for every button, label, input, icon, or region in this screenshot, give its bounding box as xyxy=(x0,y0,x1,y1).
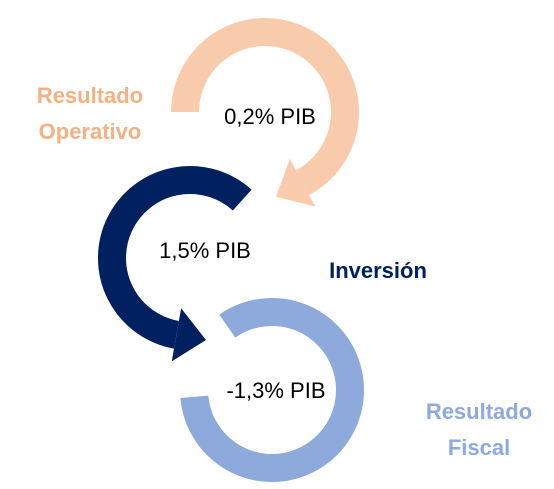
node-label: Operativo xyxy=(39,119,142,144)
node-label: Resultado xyxy=(37,83,143,108)
node-value: 1,5% PIB xyxy=(159,238,251,263)
node-label: Resultado xyxy=(426,399,532,424)
arc-arrow xyxy=(171,18,359,195)
node-value: -1,3% PIB xyxy=(226,378,325,403)
node-label: Fiscal xyxy=(448,435,510,460)
arrow-head xyxy=(276,158,316,207)
arc-arrow xyxy=(98,166,252,349)
arrows xyxy=(98,18,364,482)
node-value: 0,2% PIB xyxy=(224,104,316,129)
arrow-head xyxy=(171,308,206,362)
node-label: Inversión xyxy=(329,258,427,283)
arc-arrow xyxy=(180,298,364,482)
